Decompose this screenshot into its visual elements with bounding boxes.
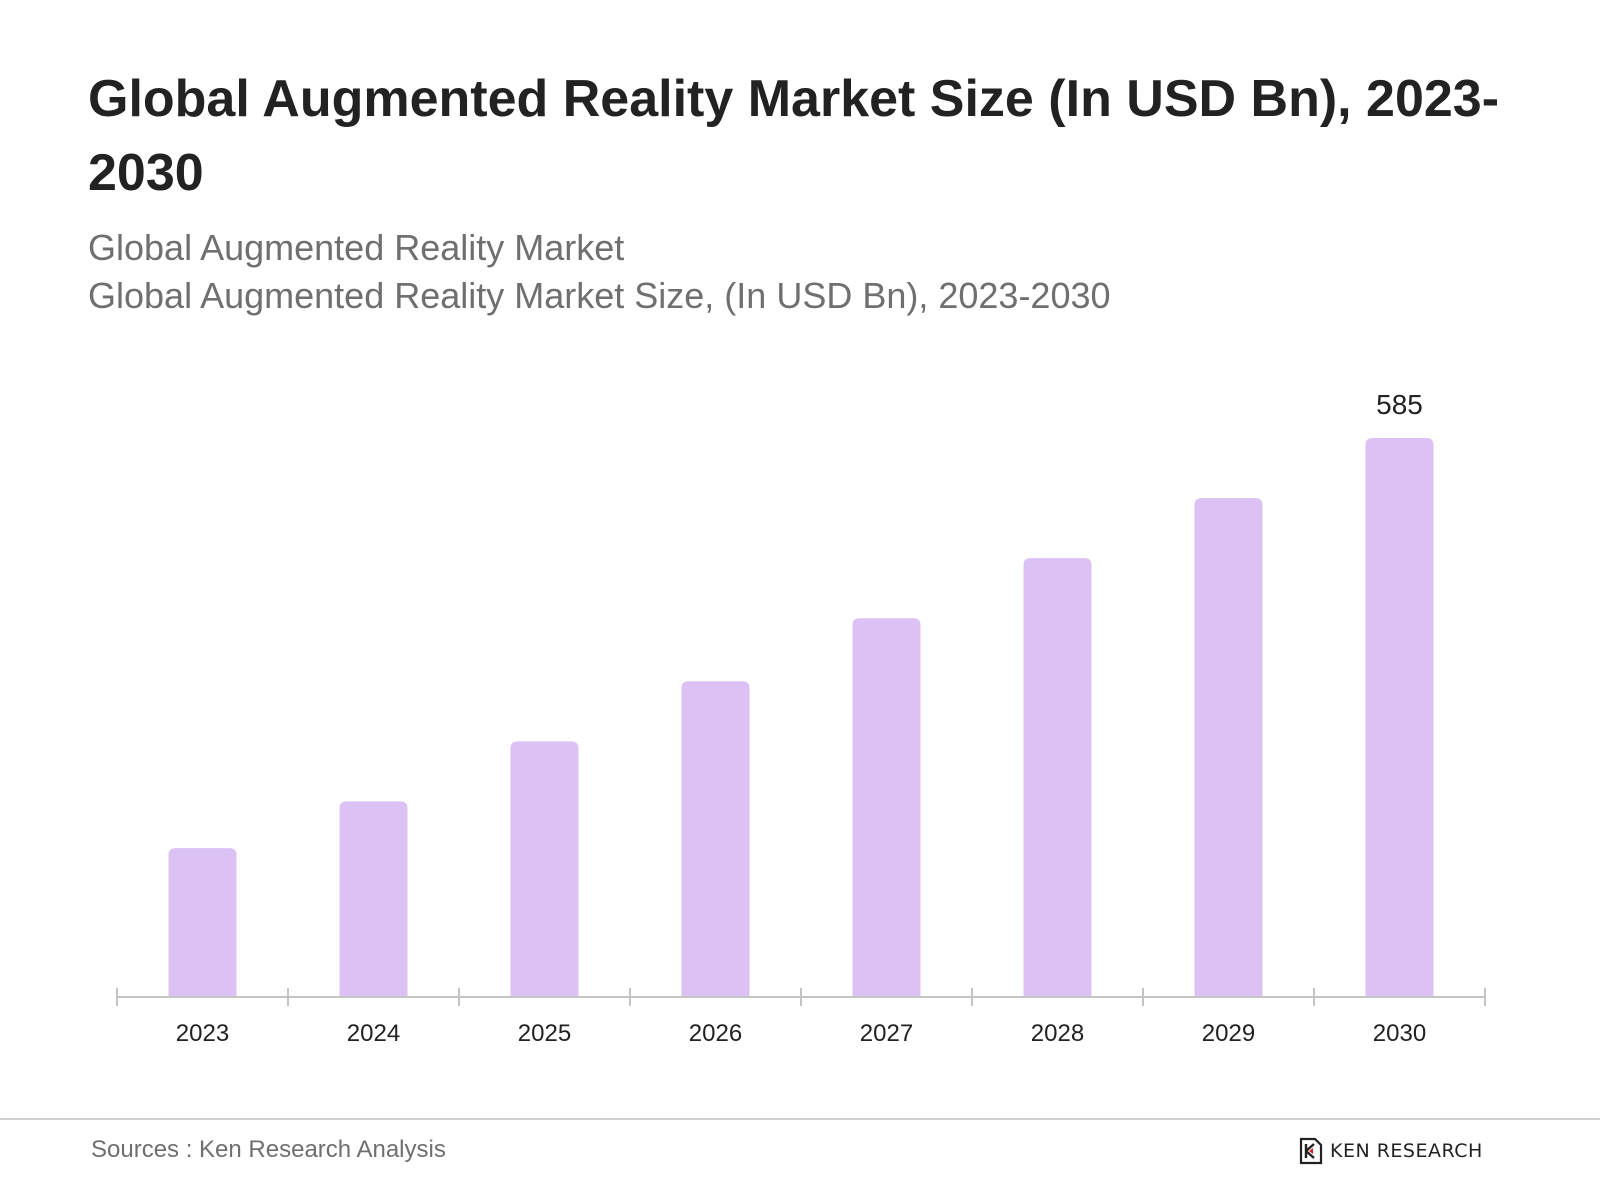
source-note: Sources : Ken Research Analysis <box>91 1136 446 1163</box>
x-tick-label-2024: 2024 <box>347 1020 400 1047</box>
x-tick-label-2025: 2025 <box>518 1020 571 1047</box>
x-tick-label-2026: 2026 <box>689 1020 742 1047</box>
labels-group: 2023 2024 2025 2026 2027 2028 2029 2030 585 <box>176 389 1426 1047</box>
logo-text: KEN RESEARCH <box>1330 1140 1483 1162</box>
x-axis <box>116 988 1486 1006</box>
x-tick-label-2029: 2029 <box>1202 1020 1255 1047</box>
x-tick-label-2028: 2028 <box>1031 1020 1084 1047</box>
chart-subtitle: Global Augmented Reality Market <box>88 227 625 268</box>
bar-2025 <box>510 741 579 996</box>
bars-group <box>168 438 1434 996</box>
footer-divider <box>0 1118 1600 1120</box>
bar-2024 <box>339 801 408 996</box>
data-label-2030: 585 <box>1376 389 1423 420</box>
bar-2030 <box>1365 438 1434 996</box>
bar-2023 <box>168 848 237 996</box>
chart-subtitle-detail: Global Augmented Reality Market Size, (I… <box>88 275 1111 316</box>
ken-research-logo-icon <box>1299 1137 1323 1165</box>
ken-research-logo: KEN RESEARCH <box>1298 1136 1483 1166</box>
x-tick-label-2030: 2030 <box>1373 1020 1426 1047</box>
x-tick-label-2023: 2023 <box>176 1020 229 1047</box>
bar-2027 <box>852 618 921 996</box>
bar-2028 <box>1023 558 1092 996</box>
chart-title: Global Augmented Reality Market Size (In… <box>88 70 1500 202</box>
bar-chart: 2023 2024 2025 2026 2027 2028 2029 2030 585 <box>116 389 1486 1047</box>
x-tick-label-2027: 2027 <box>860 1020 913 1047</box>
bar-2026 <box>681 681 750 996</box>
bar-2029 <box>1194 498 1263 996</box>
